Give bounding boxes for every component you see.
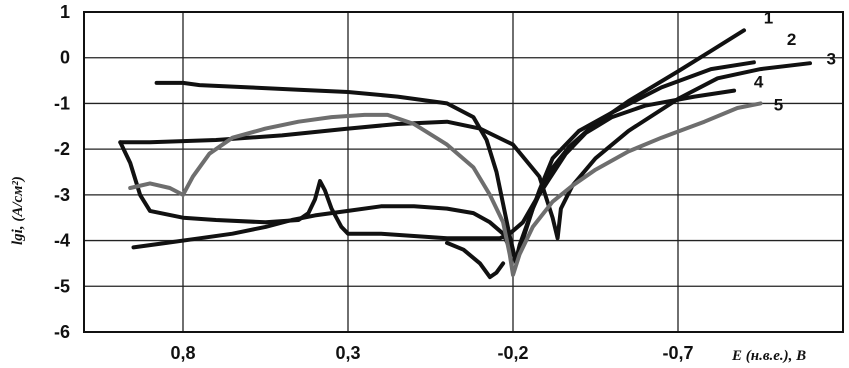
series-line-segment [445, 240, 506, 280]
x-tick-label: -0,7 [662, 343, 693, 363]
y-tick-label: -5 [54, 276, 70, 296]
curve-label-1: 1 [764, 8, 773, 27]
x-tick-label: -0,2 [497, 343, 528, 363]
series-line-4 [118, 88, 737, 241]
y-tick-label: -6 [54, 322, 70, 342]
series-line-5 [128, 101, 763, 277]
curve-labels: 12 3 45 [754, 8, 836, 114]
y-tick-label: -3 [54, 185, 70, 205]
y-tick-label: -1 [54, 93, 70, 113]
y-tick-label: -4 [54, 231, 70, 251]
curve-label-2: 2 [787, 30, 796, 49]
curve-label-5: 5 [774, 95, 783, 114]
plot-frame [83, 11, 844, 333]
x-axis-label: E (н.в.е.), В [731, 348, 806, 364]
x-tick-label: 0,8 [170, 343, 195, 363]
y-tick-label: 1 [60, 2, 70, 22]
x-axis-ticks: 0,8 0,3 -0,2 -0,7 [170, 343, 693, 363]
curve-label-4: 4 [754, 72, 764, 91]
x-tick-label: 0,3 [335, 343, 360, 363]
y-axis-ticks: 1 0 -1 -2 -3 -4 -5 -6 [54, 2, 70, 342]
series-line-2 [131, 60, 756, 261]
y-tick-label: -2 [54, 139, 70, 159]
curve-label-3: 3 [827, 50, 836, 69]
y-tick-label: 0 [60, 48, 70, 68]
series-line-3 [118, 61, 812, 241]
grid [84, 12, 843, 332]
y-axis-label: lgi, (А/см²) [10, 176, 26, 245]
series-lines [118, 28, 812, 280]
